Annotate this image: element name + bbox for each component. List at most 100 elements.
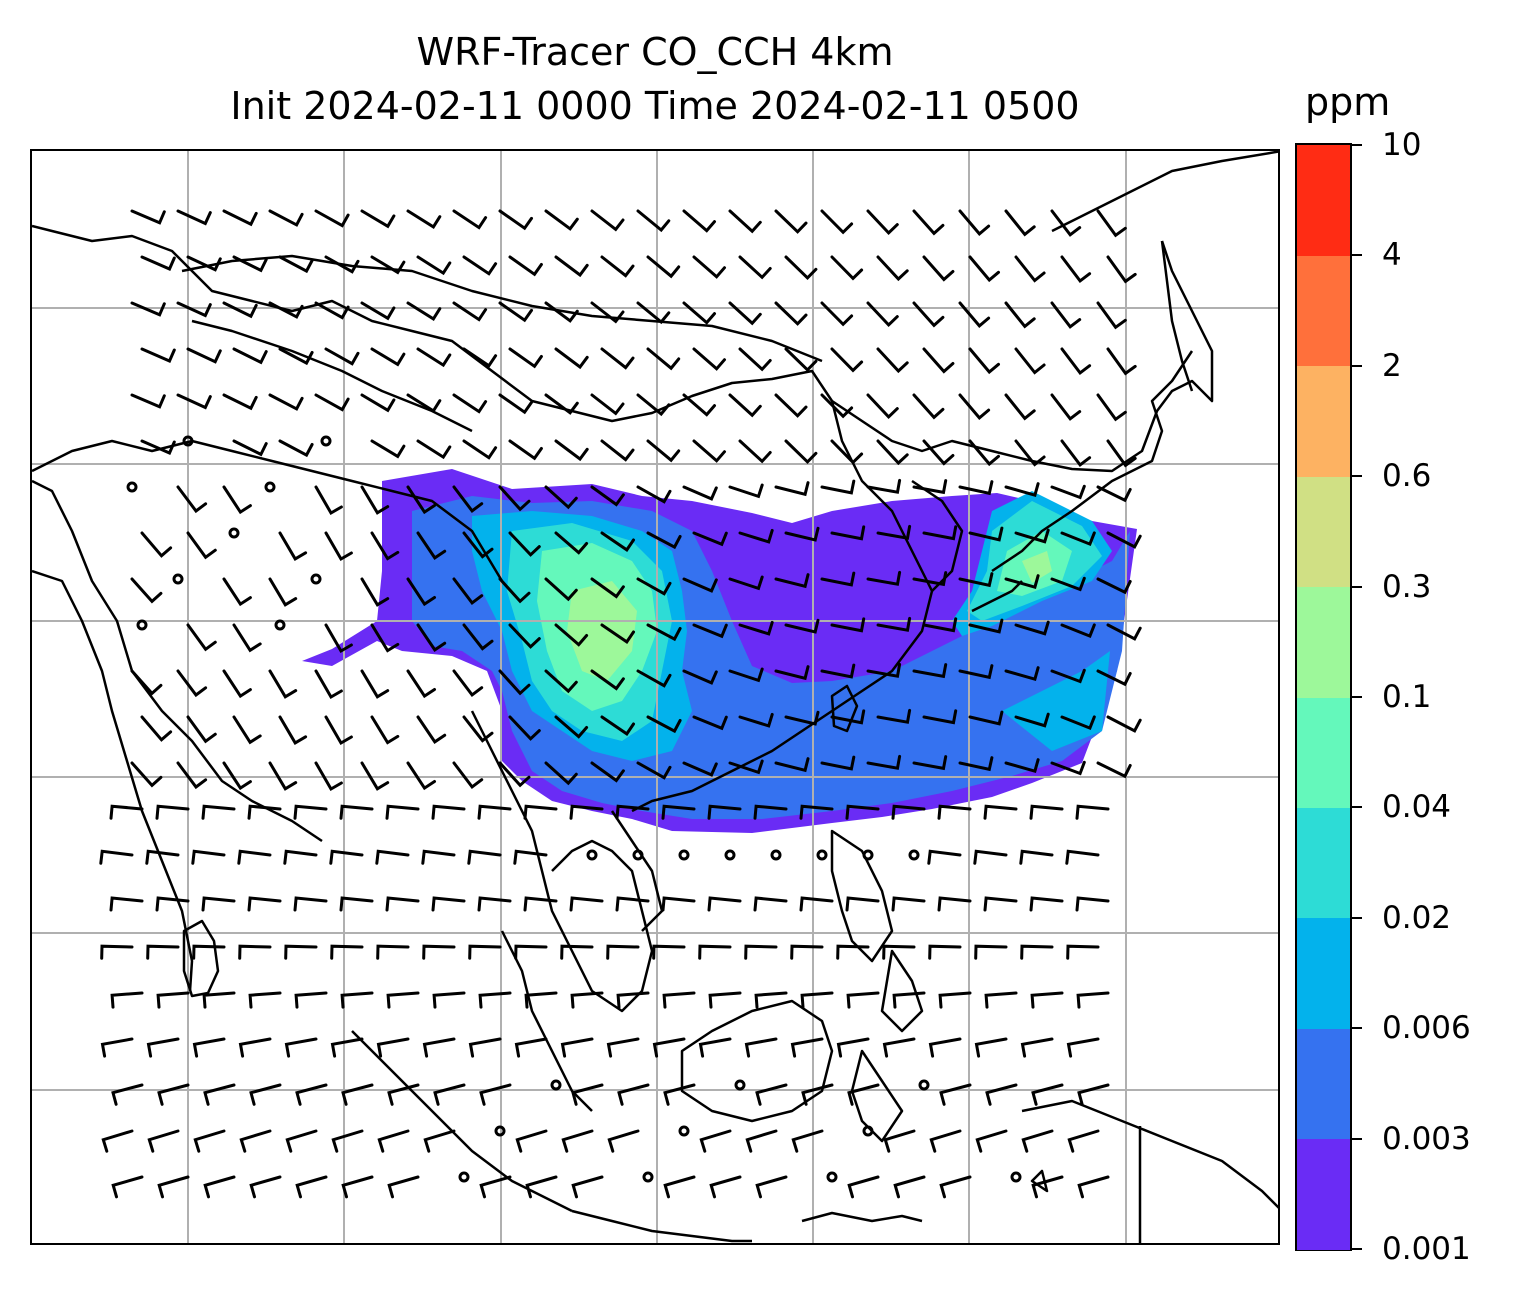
wind-barb <box>636 301 671 325</box>
wind-barb <box>847 1083 880 1106</box>
wind-barb <box>360 209 396 229</box>
wind-barb <box>1020 944 1054 960</box>
colorbar-tick-label: 2 <box>1382 347 1402 384</box>
wind-barb <box>176 393 212 410</box>
wind-barb <box>830 439 864 465</box>
wind-barb <box>958 209 991 237</box>
wind-barb <box>99 849 134 865</box>
wind-barb <box>452 301 488 322</box>
wind-barb <box>268 393 304 411</box>
wind-calm-circle <box>264 481 276 493</box>
wind-barb <box>663 1175 696 1199</box>
wind-barb <box>1004 482 1040 498</box>
wind-barb <box>109 804 144 820</box>
wind-barb <box>421 849 456 865</box>
wind-barb <box>324 347 360 366</box>
wind-barb <box>295 1083 328 1106</box>
wind-barb <box>755 1175 788 1199</box>
wind-barb <box>1106 531 1142 549</box>
colorbar-tick <box>1352 696 1362 698</box>
colorbar <box>1295 143 1352 1251</box>
wind-barb <box>1050 484 1086 500</box>
wind-calm-circle <box>678 1125 690 1137</box>
wind-barb <box>191 849 226 865</box>
wind-barb <box>590 761 625 783</box>
wind-barb <box>958 393 991 421</box>
wind-barb <box>883 1129 916 1153</box>
wind-barb <box>293 804 328 820</box>
wind-barb <box>232 715 262 745</box>
wind-barb <box>922 255 955 282</box>
wind-barb <box>498 669 531 696</box>
wind-barb <box>423 1129 456 1153</box>
wind-barb <box>636 669 672 688</box>
wind-barb <box>876 616 912 632</box>
wind-calm-circle <box>550 1079 562 1091</box>
wind-barb <box>140 715 173 742</box>
wind-barb <box>239 1129 272 1153</box>
wind-barb <box>130 393 166 409</box>
wind-barb <box>983 896 1018 912</box>
wind-barb <box>278 531 308 561</box>
wind-barb <box>784 710 820 726</box>
wind-barb <box>866 209 899 236</box>
wind-barb <box>284 1037 318 1058</box>
wind-barb <box>682 485 718 501</box>
wind-barb <box>331 1129 364 1153</box>
wind-barb <box>130 209 166 225</box>
wind-barb <box>1077 1083 1110 1106</box>
wind-barb <box>100 944 134 960</box>
tracer-plume <box>302 469 1137 833</box>
wind-barb <box>560 944 594 960</box>
wind-barb <box>498 393 533 415</box>
wind-barb <box>247 896 282 912</box>
wind-barb <box>939 1175 972 1199</box>
wind-barb <box>600 715 635 736</box>
wind-barb <box>431 896 466 912</box>
wind-barb <box>232 623 262 653</box>
wind-barb <box>324 255 360 274</box>
wind-barb <box>544 669 578 694</box>
wind-barb <box>498 301 533 323</box>
wind-barb <box>892 991 926 1009</box>
lat-lon-gridlines <box>32 151 1278 1243</box>
wind-barb <box>1050 393 1082 421</box>
wind-barb <box>339 896 374 912</box>
wind-barb <box>774 301 808 326</box>
wind-barb <box>130 301 166 317</box>
wind-barb <box>294 991 328 1009</box>
wind-barb <box>554 439 589 462</box>
map-panel <box>30 149 1280 1245</box>
wind-barb <box>728 393 762 418</box>
wind-barb <box>1060 347 1092 376</box>
wind-barb <box>544 577 578 602</box>
wind-barb <box>340 991 374 1009</box>
wind-barb <box>452 761 484 789</box>
plume-band-0.1 <box>567 551 1052 681</box>
wind-barb <box>866 478 902 494</box>
wind-barb <box>1050 760 1086 776</box>
wind-barb <box>646 531 682 550</box>
wind-barb <box>744 944 778 960</box>
wind-barb <box>431 804 466 820</box>
wind-barb <box>376 1037 410 1058</box>
wind-barb <box>876 347 909 374</box>
wind-barb <box>876 439 909 466</box>
wind-barb <box>468 944 502 960</box>
wind-barb <box>912 571 948 587</box>
wind-barb <box>146 1037 180 1058</box>
wind-barb <box>646 623 682 642</box>
wind-barb <box>508 531 541 557</box>
wind-barb <box>958 572 994 588</box>
wind-barb <box>479 1175 512 1199</box>
wind-barb <box>406 301 442 321</box>
wind-barb <box>293 896 328 912</box>
wind-barb <box>774 757 810 773</box>
wind-barb <box>416 715 447 744</box>
wind-barb <box>111 1083 144 1106</box>
wind-calm-circle <box>632 849 644 861</box>
colorbar-tick <box>1352 1248 1362 1250</box>
wind-barb <box>370 715 400 745</box>
wind-barb <box>554 715 589 739</box>
colorbar-tick <box>1352 806 1362 809</box>
